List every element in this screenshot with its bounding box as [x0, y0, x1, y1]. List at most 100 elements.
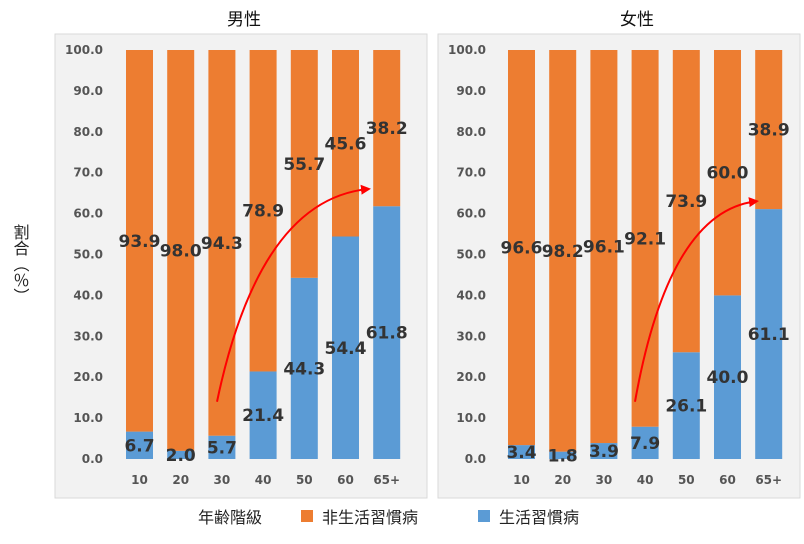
bar-non-lifestyle-disease	[249, 50, 277, 372]
data-label: 3.4	[506, 443, 536, 463]
data-label: 40.0	[707, 368, 749, 388]
bar-lifestyle-disease	[714, 295, 741, 459]
data-label: 94.3	[201, 234, 243, 254]
bar-non-lifestyle-disease	[208, 50, 236, 436]
y-tick-label: 30.0	[73, 329, 103, 343]
data-label: 45.6	[325, 134, 367, 154]
y-tick-label: 20.0	[73, 370, 103, 384]
y-tick-label: 40.0	[456, 288, 486, 302]
y-tick-label: 60.0	[456, 207, 486, 221]
bar-lifestyle-disease	[373, 206, 401, 459]
trend-arrow	[216, 184, 371, 402]
data-label: 92.1	[624, 229, 666, 249]
x-tick-label: 60	[719, 473, 736, 487]
y-tick-label: 90.0	[456, 84, 486, 98]
bar-non-lifestyle-disease	[508, 50, 535, 446]
y-tick-label: 20.0	[456, 370, 486, 384]
data-label: 61.1	[748, 325, 790, 345]
bar-lifestyle-disease	[208, 435, 236, 459]
bar-lifestyle-disease	[590, 443, 618, 459]
panel-title: 女性	[620, 10, 654, 30]
data-label: 3.9	[589, 442, 619, 462]
panel-background-0	[54, 33, 428, 499]
bar-lifestyle-disease	[290, 277, 318, 459]
data-label: 6.7	[124, 436, 154, 456]
data-label: 2.0	[166, 446, 196, 466]
bar-non-lifestyle-disease	[332, 50, 359, 237]
bar-lifestyle-disease	[549, 451, 577, 459]
data-label: 98.2	[542, 242, 584, 262]
y-tick-label: 0.0	[82, 452, 103, 466]
bar-non-lifestyle-disease	[290, 50, 318, 278]
data-label: 5.7	[207, 438, 237, 458]
legend-label: 生活習慣病	[499, 508, 579, 527]
y-tick-label: 10.0	[73, 411, 103, 425]
y-tick-label: 60.0	[73, 207, 103, 221]
legend-swatch	[478, 510, 490, 522]
y-tick-label: 0.0	[465, 452, 486, 466]
x-tick-label: 30	[214, 473, 231, 487]
y-tick-label: 40.0	[73, 288, 103, 302]
data-label: 38.9	[748, 121, 790, 141]
data-label: 98.0	[160, 241, 202, 261]
data-label: 73.9	[665, 192, 707, 212]
y-tick-label: 50.0	[73, 248, 103, 262]
bar-lifestyle-disease	[167, 450, 195, 459]
x-tick-label: 20	[554, 473, 571, 487]
bar-lifestyle-disease	[126, 431, 153, 459]
data-label: 1.8	[548, 446, 578, 466]
x-tick-label: 60	[337, 473, 354, 487]
bar-lifestyle-disease	[249, 371, 277, 459]
bar-non-lifestyle-disease	[672, 50, 700, 353]
x-tick-label: 30	[596, 473, 613, 487]
y-tick-label: 100.0	[448, 43, 486, 57]
data-label: 21.4	[242, 406, 284, 426]
bar-non-lifestyle-disease	[755, 50, 783, 210]
bar-non-lifestyle-disease	[631, 50, 659, 427]
data-label: 26.1	[665, 397, 707, 417]
x-tick-label: 65+	[373, 473, 400, 487]
bar-non-lifestyle-disease	[549, 50, 577, 452]
x-tick-label: 40	[255, 473, 272, 487]
x-tick-label: 10	[131, 473, 148, 487]
bar-lifestyle-disease	[631, 426, 659, 459]
y-tick-label: 80.0	[73, 125, 103, 139]
data-label: 55.7	[283, 155, 325, 175]
bar-non-lifestyle-disease	[167, 50, 195, 451]
y-tick-label: 10.0	[456, 411, 486, 425]
y-tick-label: 80.0	[456, 125, 486, 139]
data-label: 7.9	[630, 434, 660, 454]
x-axis-title: 年齢階級	[198, 508, 262, 527]
y-tick-label: 90.0	[73, 84, 103, 98]
x-tick-label: 50	[678, 473, 695, 487]
bar-lifestyle-disease	[672, 352, 700, 459]
y-axis-label: 割合（％）	[11, 224, 30, 304]
x-tick-label: 10	[513, 473, 530, 487]
legend-label: 非生活習慣病	[322, 508, 418, 527]
y-tick-label: 70.0	[73, 166, 103, 180]
data-label: 38.2	[366, 119, 408, 139]
x-tick-label: 20	[172, 473, 189, 487]
bar-non-lifestyle-disease	[590, 50, 618, 444]
y-tick-label: 30.0	[456, 329, 486, 343]
bar-non-lifestyle-disease	[373, 50, 401, 207]
panel-background-1	[437, 33, 801, 499]
bar-non-lifestyle-disease	[126, 50, 153, 432]
x-tick-label: 40	[637, 473, 654, 487]
data-label: 93.9	[119, 232, 161, 252]
bar-non-lifestyle-disease	[714, 50, 741, 296]
trend-arrow	[634, 197, 759, 402]
data-label: 60.0	[707, 164, 749, 184]
bar-lifestyle-disease	[332, 236, 359, 459]
y-tick-label: 70.0	[456, 166, 486, 180]
data-label: 61.8	[366, 324, 408, 344]
data-label: 96.1	[583, 238, 625, 258]
legend-swatch	[301, 510, 313, 522]
x-tick-label: 65+	[755, 473, 782, 487]
x-tick-label: 50	[296, 473, 313, 487]
data-label: 78.9	[242, 202, 284, 222]
bar-lifestyle-disease	[508, 445, 535, 459]
data-label: 54.4	[325, 339, 367, 359]
y-tick-label: 50.0	[456, 248, 486, 262]
